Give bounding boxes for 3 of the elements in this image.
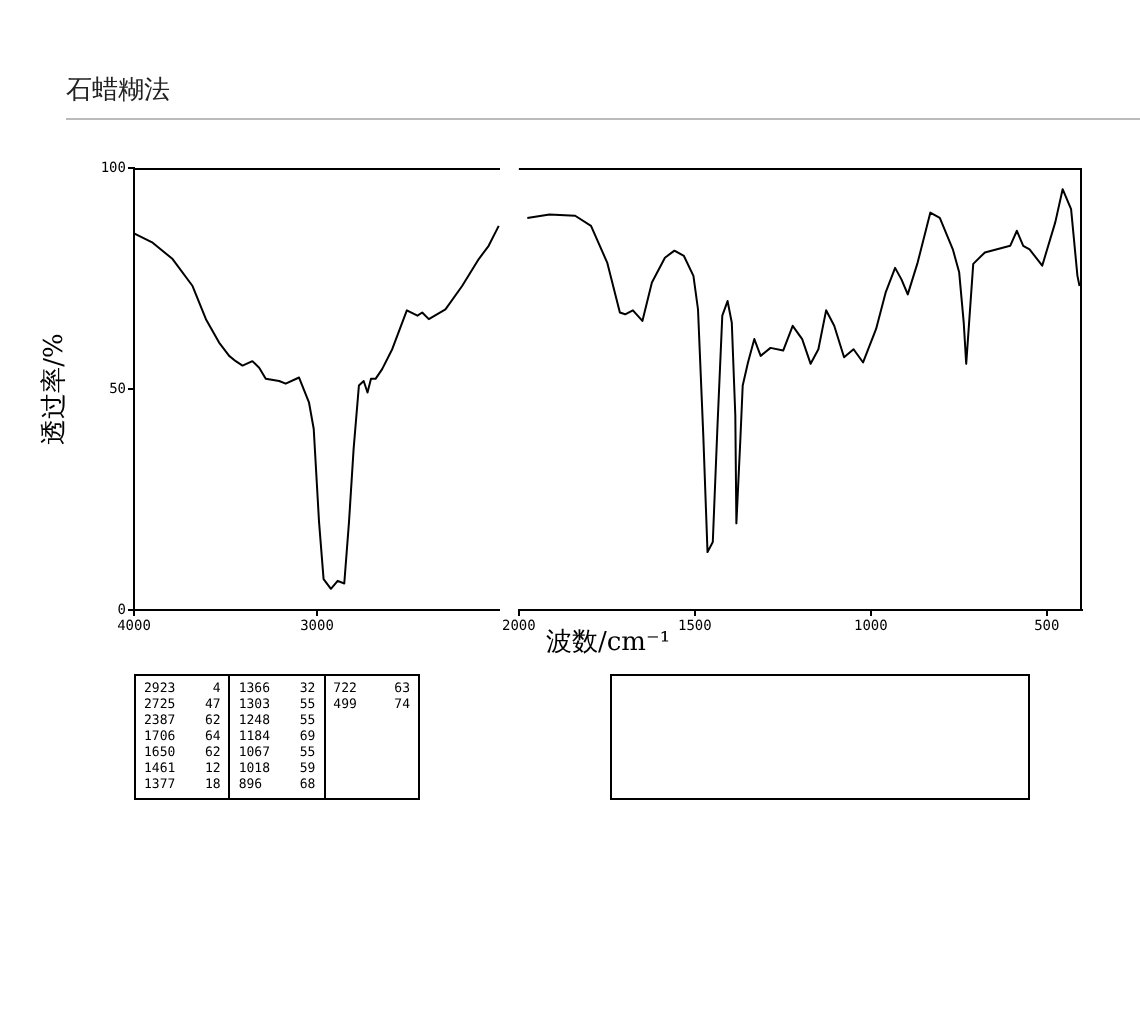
y-axis-title: 透过率/% xyxy=(38,333,71,445)
chart-title: 石蜡糊法 xyxy=(66,74,170,108)
x-axis-title: 波数/cm⁻¹ xyxy=(545,628,671,658)
